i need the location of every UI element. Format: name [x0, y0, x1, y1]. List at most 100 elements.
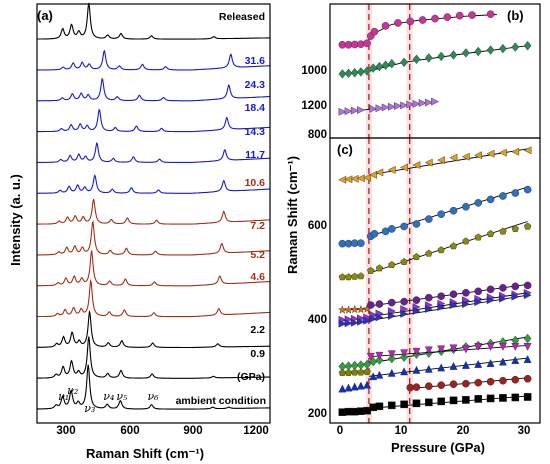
panel-c-ytick-400: 400 — [308, 314, 327, 326]
pressure-label: 18.4 — [245, 102, 266, 114]
data-point — [363, 39, 371, 48]
data-point — [499, 376, 507, 385]
data-point — [344, 107, 353, 116]
data-point — [363, 368, 371, 375]
pressure-label: 4.6 — [250, 271, 265, 283]
panel-a-spectra — [37, 2, 270, 410]
data-point — [523, 185, 532, 194]
data-point — [387, 401, 396, 410]
panel-a-xtick-900: 900 — [183, 425, 202, 437]
data-point — [400, 349, 409, 358]
data-point — [338, 305, 347, 314]
data-point — [431, 14, 439, 23]
panel-b: (b) 1200 1000 800 — [301, 3, 541, 141]
panel-c: (c) 200 400 600 0 10 20 30 Pressure (GPa… — [285, 137, 541, 455]
data-point — [486, 377, 495, 386]
data-point — [400, 222, 408, 231]
pressure-label: 24.3 — [245, 79, 266, 91]
data-point — [474, 359, 483, 368]
mode-label: ν₃ — [84, 402, 95, 415]
data-point — [449, 290, 458, 299]
mode-label: ν₅ — [116, 390, 128, 403]
data-point — [511, 393, 520, 402]
data-point — [449, 361, 458, 370]
data-point — [400, 309, 409, 318]
data-point — [412, 54, 421, 65]
data-point — [474, 199, 483, 207]
data-point — [375, 355, 384, 365]
spectrum-line — [37, 249, 270, 287]
pressure-label: 10.6 — [245, 177, 266, 189]
data-point — [369, 170, 377, 179]
pressure-label: 31.6 — [245, 55, 266, 67]
data-point — [437, 156, 445, 165]
data-point — [344, 273, 353, 281]
data-point — [400, 257, 408, 265]
data-point — [425, 249, 433, 257]
data-point — [437, 210, 445, 218]
data-point — [523, 393, 532, 401]
data-point — [523, 40, 532, 51]
mode-label: ν₆ — [147, 390, 159, 403]
data-point — [388, 102, 396, 111]
panel-b-label: (b) — [507, 8, 524, 23]
data-point — [400, 305, 409, 313]
panel-a-xlabel: Raman Shift (cm⁻¹) — [86, 446, 204, 461]
data-point — [418, 99, 427, 107]
panel-c-ylabel: Raman Shift (cm⁻¹) — [285, 156, 300, 274]
data-point — [375, 168, 384, 177]
data-point — [344, 68, 353, 79]
data-point — [462, 288, 470, 297]
spectrum-line — [37, 141, 270, 163]
data-point — [511, 375, 520, 384]
data-point — [437, 51, 446, 62]
panel-c-ytick-200: 200 — [308, 408, 327, 420]
data-point — [425, 293, 433, 302]
data-point — [498, 357, 507, 366]
data-point — [381, 103, 390, 112]
spectrum-line — [37, 336, 270, 379]
data-point — [363, 66, 371, 76]
data-point — [437, 345, 446, 354]
data-point — [474, 378, 483, 387]
data-point — [499, 394, 507, 402]
panel-a-pressure-labels: ambient condition 0.9 2.2 4.6 5.2 7.2 10.6 11.7… — [176, 11, 266, 407]
data-point — [499, 43, 507, 54]
data-point — [351, 368, 359, 376]
spectrum-line — [37, 2, 270, 40]
mode-label: ν₂ — [67, 384, 78, 397]
data-point — [474, 287, 483, 296]
data-point — [344, 305, 353, 314]
panel-c-xtick-0: 0 — [337, 425, 343, 437]
data-point — [357, 67, 365, 77]
data-point — [511, 343, 520, 351]
data-point — [363, 173, 371, 182]
data-point — [338, 69, 347, 79]
data-point — [367, 266, 375, 274]
data-point — [344, 369, 353, 376]
data-point — [400, 101, 409, 110]
pressure-label: ambient condition — [176, 395, 266, 407]
data-point — [338, 369, 347, 376]
data-point — [437, 303, 446, 311]
data-point — [449, 380, 458, 388]
spectrum-line — [37, 309, 270, 349]
data-point — [474, 233, 482, 241]
data-point — [412, 347, 421, 356]
data-point — [468, 11, 476, 19]
data-point — [400, 163, 408, 172]
data-point — [400, 297, 408, 306]
data-point — [437, 246, 445, 254]
data-point — [412, 161, 421, 169]
data-point — [486, 359, 495, 367]
data-point — [486, 343, 495, 351]
data-point — [425, 215, 433, 223]
data-point — [499, 294, 507, 303]
data-point — [338, 175, 347, 184]
data-point — [375, 351, 384, 360]
mode-label: ν₁ — [58, 390, 69, 403]
data-point — [425, 305, 433, 313]
data-point — [400, 367, 409, 376]
data-point — [344, 383, 353, 392]
